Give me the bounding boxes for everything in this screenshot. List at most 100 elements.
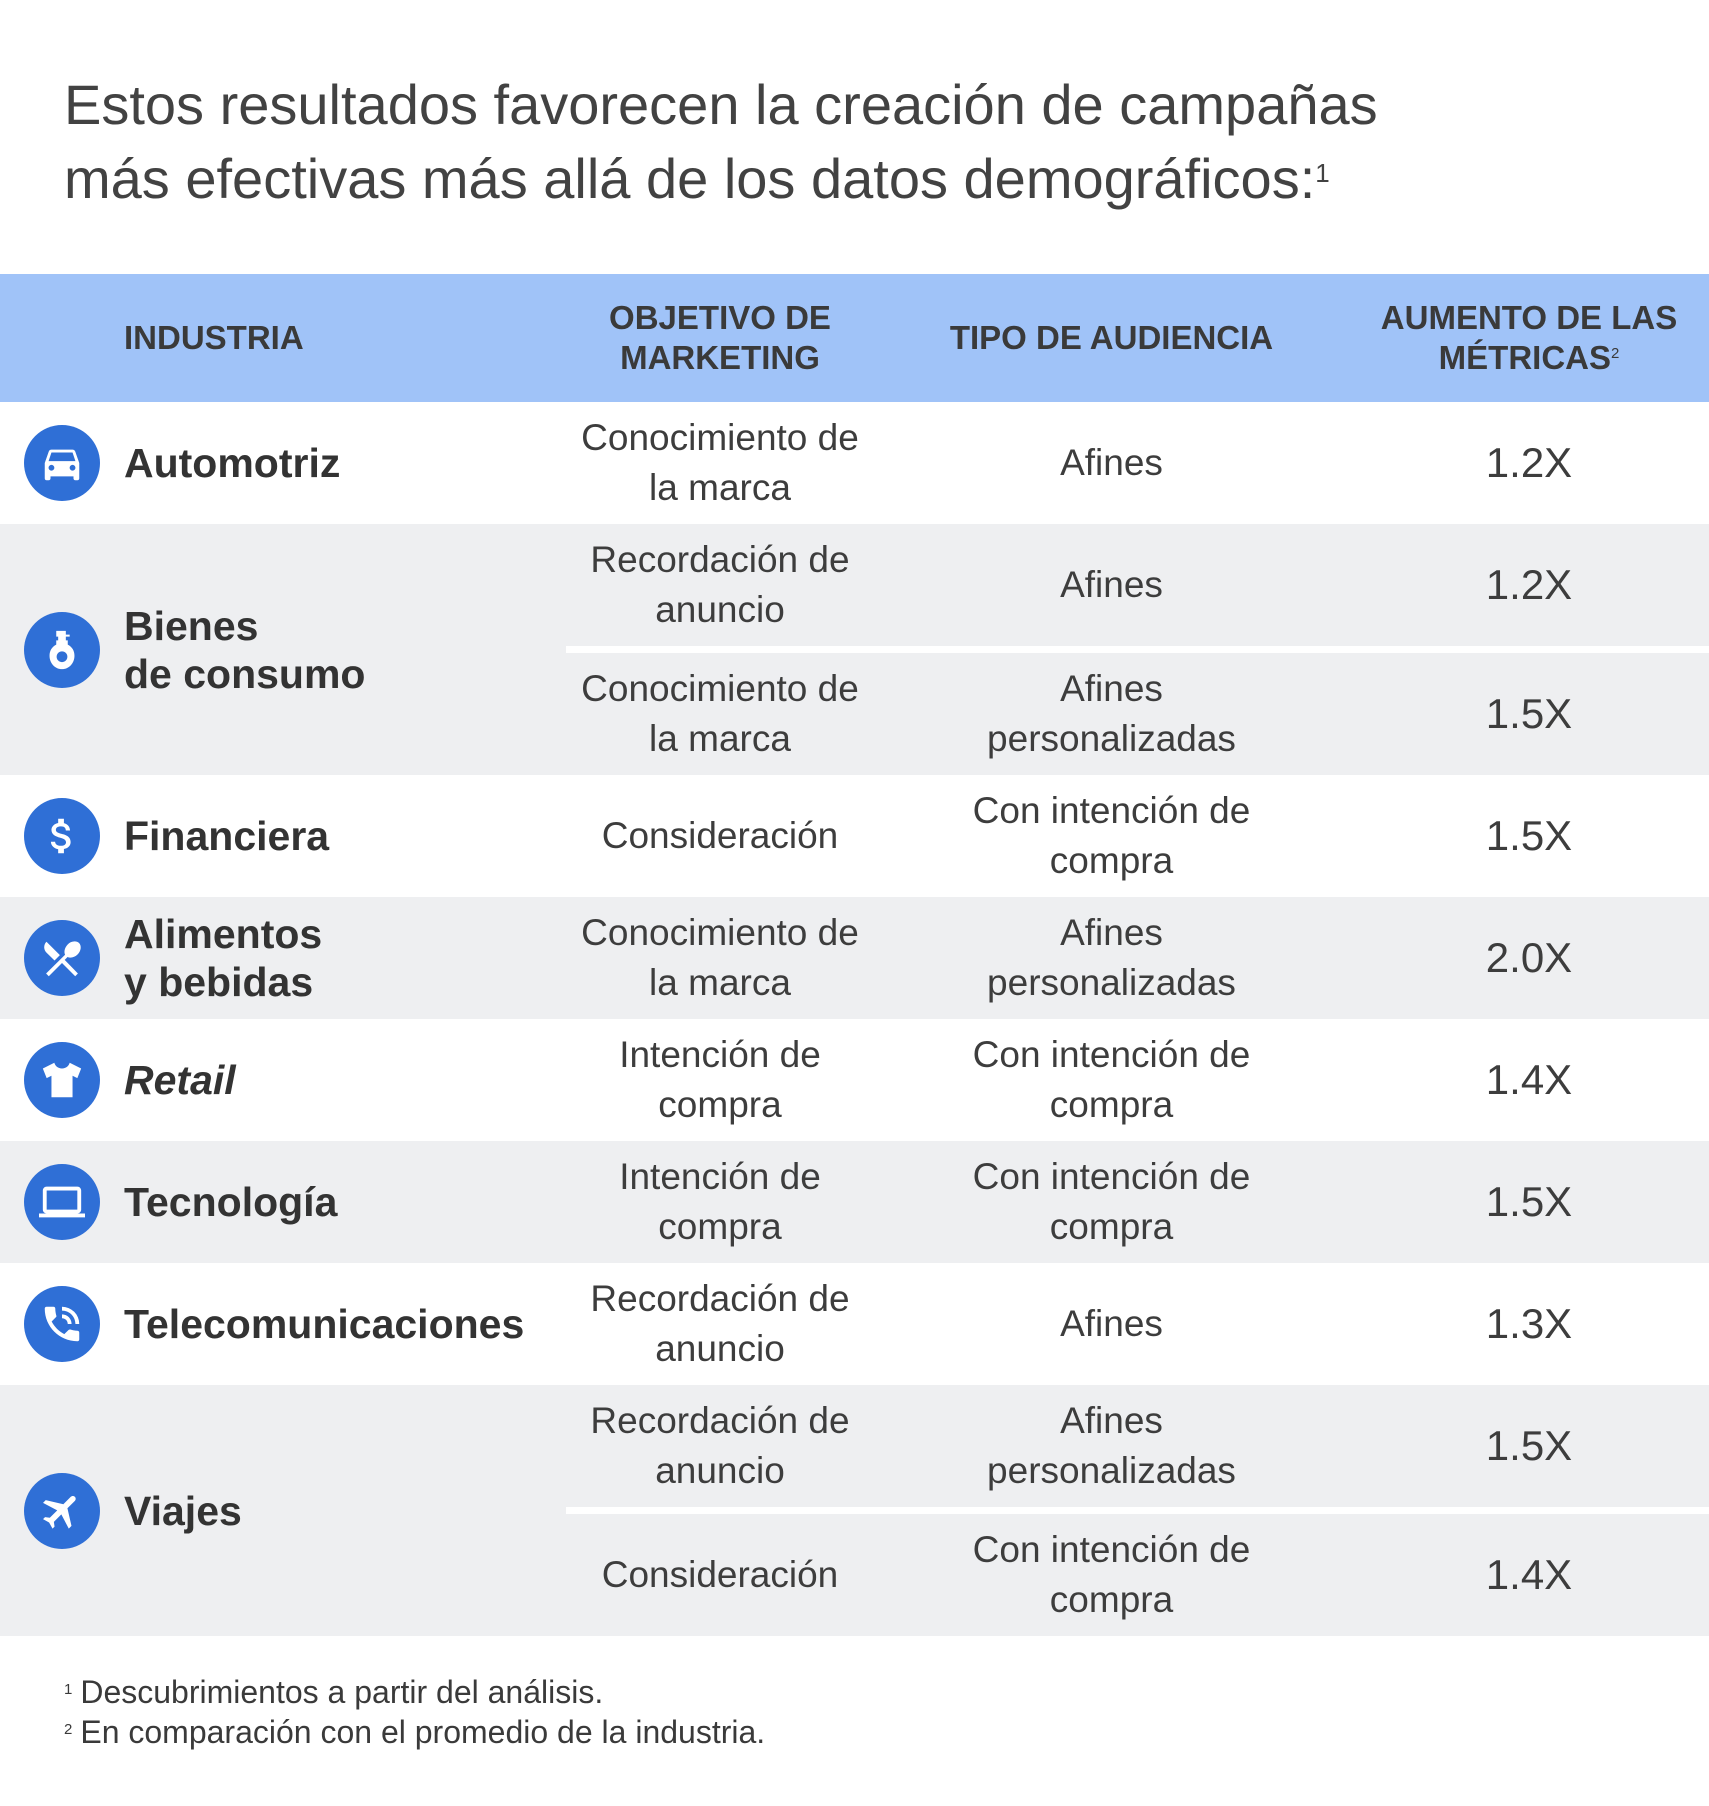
objective-line-2: anuncio xyxy=(655,1328,785,1369)
header-increase-line-2: MÉTRICAS xyxy=(1438,339,1611,376)
objective-line-1: Intención de xyxy=(619,1034,821,1075)
page-title: Estos resultados favorecen la creación d… xyxy=(64,68,1624,216)
industry-icon-cell xyxy=(0,402,124,524)
industry-name-line-1: Financiera xyxy=(124,813,330,859)
objective-line-2: anuncio xyxy=(655,589,785,630)
table-row: Automotriz Conocimiento de la marca Afines 1… xyxy=(0,402,1709,524)
results-table: INDUSTRIA OBJETIVO DE MARKETING TIPO DE … xyxy=(0,274,1709,1636)
metric-increase-cell: 1.5X xyxy=(1349,1141,1709,1263)
audience-line-1: Afines xyxy=(1060,442,1163,483)
footnote-1-mark: 1 xyxy=(64,1681,73,1698)
objective-line-2: anuncio xyxy=(655,1450,785,1491)
industry-name-line-2: de consumo xyxy=(124,650,366,697)
industry-name-line-1: Retail xyxy=(124,1057,236,1103)
objective-line-1: Intención de xyxy=(619,1156,821,1197)
header-objective: OBJETIVO DE MARKETING xyxy=(566,274,874,402)
tshirt-icon xyxy=(24,1042,100,1118)
objective-cell: Recordación de anuncio xyxy=(566,1385,874,1514)
objective-line-1: Conocimiento de xyxy=(581,417,859,458)
industry-name: Telecomunicaciones xyxy=(124,1263,566,1385)
audience-line-2: personalizadas xyxy=(987,1450,1236,1491)
industry-icon-cell xyxy=(0,775,124,897)
industry-icon-cell xyxy=(0,1263,124,1385)
metric-increase-cell: 1.5X xyxy=(1349,649,1709,775)
metric-increase-cell: 1.4X xyxy=(1349,1019,1709,1141)
dollar-icon xyxy=(24,798,100,874)
objective-cell: Intención de compra xyxy=(566,1019,874,1141)
industry-name-line-2: y bebidas xyxy=(124,959,314,1005)
title-footnote-ref: 1 xyxy=(1315,158,1330,188)
table-row: Consideración Con intención de compra 1.4X xyxy=(0,1510,1709,1636)
industry-icon-cell xyxy=(0,897,124,1019)
objective-line-2: compra xyxy=(658,1084,782,1125)
industry-name: Automotriz xyxy=(124,402,566,524)
table-row: Viajes Recordación de anuncio Afines persona… xyxy=(0,1385,1709,1636)
metric-increase-cell: 2.0X xyxy=(1349,897,1709,1019)
objective-line-1: Consideración xyxy=(601,815,839,856)
objective-line-1: Recordación de xyxy=(590,1278,850,1319)
industry-name-line-1: Alimentos xyxy=(124,911,323,957)
table-row: Tecnología Intención de compra Con intenció… xyxy=(0,1141,1709,1263)
airplane-icon xyxy=(24,1472,100,1549)
objective-cell: Consideración xyxy=(566,775,874,897)
audience-cell: Afines xyxy=(874,402,1349,524)
header-audience: TIPO DE AUDIENCIA xyxy=(874,274,1349,402)
table-body: Automotriz Conocimiento de la marca Afines 1… xyxy=(0,402,1709,1636)
footnotes: 1 Descubrimientos a partir del análisis. … xyxy=(64,1672,1464,1752)
soap-bottle-icon xyxy=(24,611,100,688)
footnote-1: 1 Descubrimientos a partir del análisis. xyxy=(64,1672,1464,1712)
industry-icon-cell xyxy=(0,1019,124,1141)
objective-line-2: la marca xyxy=(649,467,791,508)
car-icon xyxy=(24,425,100,501)
header-industry: INDUSTRIA xyxy=(124,274,566,402)
phone-icon xyxy=(24,1286,100,1362)
audience-line-1: Con intención de xyxy=(972,790,1251,831)
industry-name: Bienes de consumo xyxy=(124,524,566,775)
footnote-2: 2 En comparación con el promedio de la in… xyxy=(64,1712,1464,1752)
audience-line-2: compra xyxy=(1049,1084,1174,1125)
audience-line-2: personalizadas xyxy=(987,962,1236,1003)
audience-cell: Afines personalizadas xyxy=(874,649,1349,775)
header-increase-line-1: AUMENTO DE LAS xyxy=(1380,299,1678,336)
audience-line-2: compra xyxy=(1049,840,1174,881)
table-row: Financiera Consideración Con intención de c… xyxy=(0,775,1709,897)
table-row: Bienes de consumo Recordación de anuncio Afi… xyxy=(0,524,1709,775)
header-objective-line-2: MARKETING xyxy=(620,339,820,376)
audience-cell: Con intención de compra xyxy=(874,1510,1349,1636)
audience-line-1: Afines xyxy=(1060,564,1163,605)
objective-line-1: Conocimiento de xyxy=(581,912,859,953)
footnote-1-text: Descubrimientos a partir del análisis. xyxy=(80,1674,604,1710)
industry-name-line-1: Bienes xyxy=(124,602,259,649)
audience-line-2: personalizadas xyxy=(987,718,1236,759)
industry-name-line-1: Tecnología xyxy=(124,1179,338,1225)
audience-cell: Afines xyxy=(874,1263,1349,1385)
table-row: Telecomunicaciones Recordación de anuncio A… xyxy=(0,1263,1709,1385)
objective-line-2: la marca xyxy=(649,962,791,1003)
objective-cell: Recordación de anuncio xyxy=(566,524,874,653)
industry-name-line-1: Viajes xyxy=(124,1487,242,1534)
objective-cell: Consideración xyxy=(566,1510,874,1636)
industry-icon-cell xyxy=(0,1141,124,1263)
objective-cell: Conocimiento de la marca xyxy=(566,649,874,775)
metric-increase-cell: 1.5X xyxy=(1349,1385,1709,1514)
audience-line-1: Afines xyxy=(1060,1303,1163,1344)
industry-name: Tecnología xyxy=(124,1141,566,1263)
industry-icon-cell xyxy=(0,1385,124,1636)
objective-cell: Conocimiento de la marca xyxy=(566,402,874,524)
industry-name: Retail xyxy=(124,1019,566,1141)
industry-icon-cell xyxy=(0,524,124,775)
footnote-2-text: En comparación con el promedio de la ind… xyxy=(80,1714,766,1750)
metric-increase-cell: 1.2X xyxy=(1349,524,1709,653)
metric-increase-cell: 1.3X xyxy=(1349,1263,1709,1385)
audience-line-2: compra xyxy=(1049,1579,1174,1620)
header-increase-ref: 2 xyxy=(1611,345,1620,362)
industry-name: Viajes xyxy=(124,1385,566,1636)
objective-cell: Intención de compra xyxy=(566,1141,874,1263)
audience-cell: Afines personalizadas xyxy=(874,1385,1349,1514)
objective-line-1: Recordación de xyxy=(590,539,850,580)
objective-cell: Conocimiento de la marca xyxy=(566,897,874,1019)
header-increase: AUMENTO DE LAS MÉTRICAS2 xyxy=(1349,274,1709,402)
objective-cell: Recordación de anuncio xyxy=(566,1263,874,1385)
metric-increase-cell: 1.4X xyxy=(1349,1510,1709,1636)
audience-cell: Con intención de compra xyxy=(874,1019,1349,1141)
